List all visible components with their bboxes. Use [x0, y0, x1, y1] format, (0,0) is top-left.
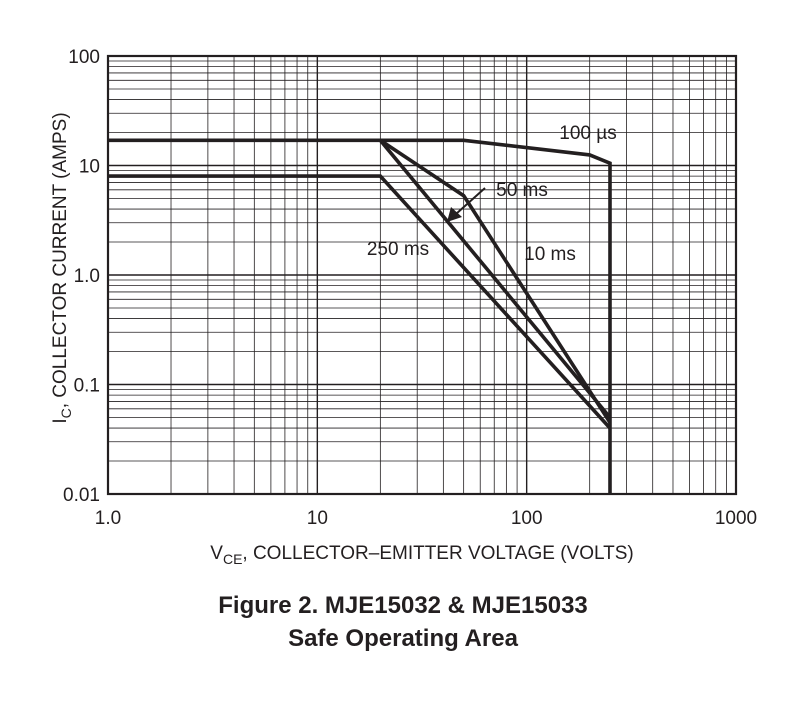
- x-tick-label: 10: [307, 508, 328, 529]
- y-tick-label: 1.0: [74, 266, 100, 287]
- series-line-100us: [108, 138, 612, 494]
- label-250ms: 250 ms: [367, 239, 429, 260]
- x-tick-label: 1000: [715, 508, 757, 529]
- label-100us: 100 µs: [559, 123, 616, 144]
- y-tick-label: 10: [79, 157, 100, 178]
- soa-chart: 1.0 10 100 1000 0.01 0.1 1.0 10 100 100 µs 50 ms…: [50, 47, 757, 567]
- y-tick-label: 0.01: [63, 485, 100, 506]
- y-tick-label: 0.1: [74, 376, 100, 397]
- y-axis-label: IC, COLLECTOR CURRENT (AMPS): [50, 112, 74, 423]
- arrow-50ms: [447, 187, 486, 222]
- figure-subtitle: Safe Operating Area: [288, 625, 518, 652]
- x-axis-label: VCE, COLLECTOR–EMITTER VOLTAGE (VOLTS): [210, 543, 633, 567]
- series-lines: [108, 138, 612, 494]
- label-10ms: 10 ms: [524, 244, 576, 265]
- series-line-250ms: [108, 174, 612, 430]
- x-tick-label: 1.0: [95, 508, 121, 529]
- grid: [108, 56, 736, 494]
- y-tick-label: 100: [68, 47, 100, 68]
- x-tick-label: 100: [511, 508, 543, 529]
- series-line-50ms: [379, 138, 612, 424]
- tick-labels: 1.0 10 100 1000 0.01 0.1 1.0 10 100: [63, 47, 757, 529]
- figure-caption: Figure 2. MJE15032 & MJE15033: [218, 592, 588, 619]
- plot-frame: [106, 54, 738, 496]
- series-line-10ms: [378, 139, 612, 419]
- label-50ms: 50 ms: [496, 180, 548, 201]
